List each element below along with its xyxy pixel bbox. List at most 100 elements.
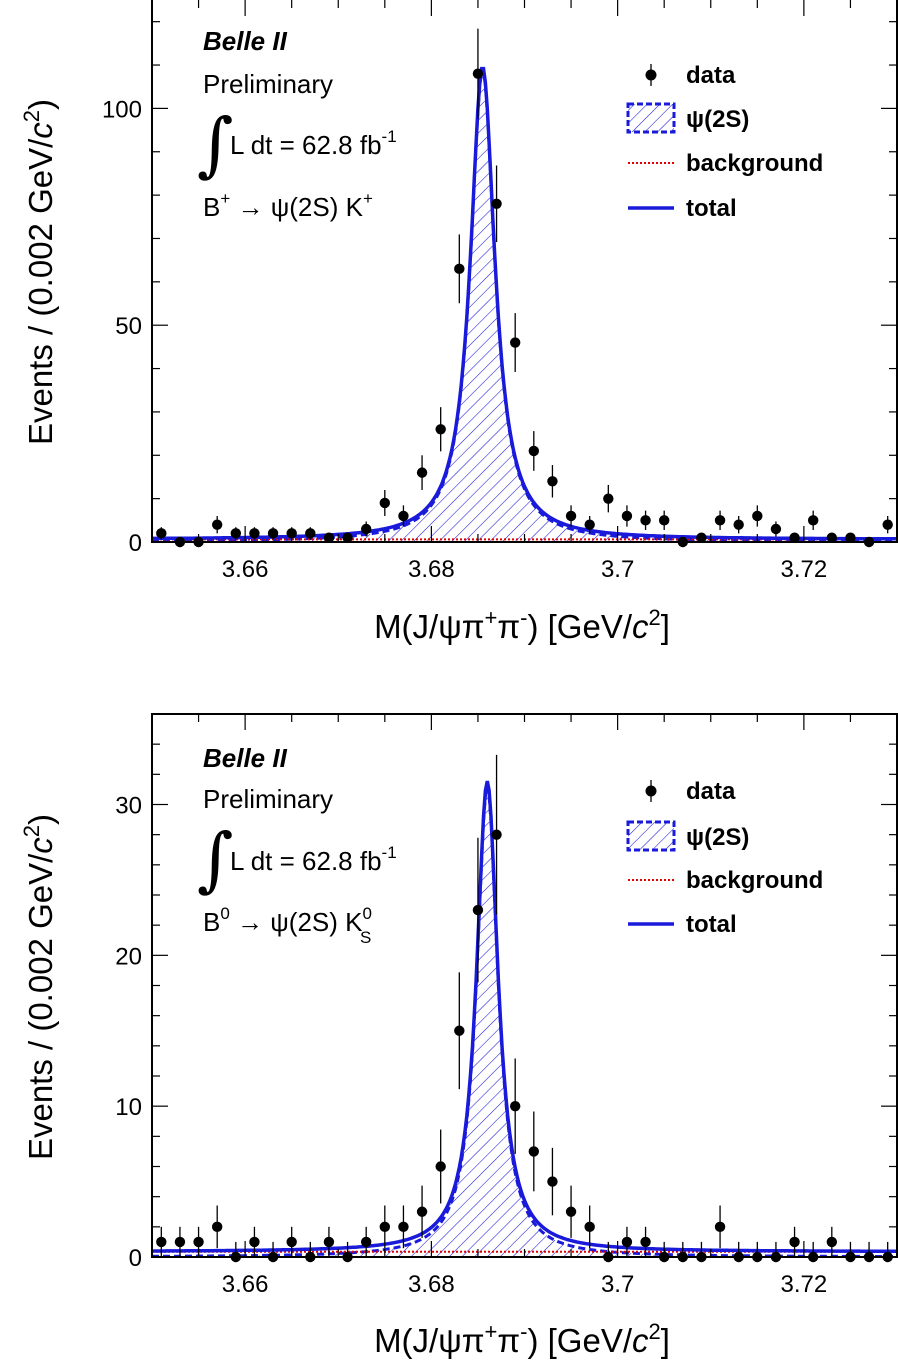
data-point bbox=[491, 198, 502, 209]
data-point bbox=[714, 1221, 726, 1233]
data-point bbox=[435, 424, 446, 435]
x-axis-title: M(J/ψπ+π-) [GeV/c2] bbox=[374, 605, 670, 645]
legend: data ψ(2S) background total bbox=[626, 62, 823, 222]
legend-entry-signal: ψ(2S) bbox=[686, 824, 749, 851]
data-point bbox=[528, 445, 540, 457]
data-point bbox=[305, 528, 316, 539]
y-tick-label: 0 bbox=[129, 1245, 142, 1272]
y-tick-label: 20 bbox=[115, 943, 142, 970]
integral-sign: ∫ bbox=[197, 103, 233, 185]
data-point bbox=[621, 510, 633, 522]
data-point bbox=[249, 1236, 260, 1248]
data-point bbox=[416, 467, 428, 478]
data-point bbox=[789, 532, 800, 543]
y-axis-title: Events / (0.002 GeV/c2) bbox=[19, 814, 59, 1160]
data-point bbox=[323, 1236, 335, 1248]
data-point bbox=[249, 528, 260, 539]
data-point bbox=[733, 519, 744, 530]
data-point bbox=[603, 493, 614, 504]
data-point bbox=[547, 1176, 558, 1187]
y-axis-title: Events / (0.002 GeV/c2) bbox=[19, 99, 59, 445]
legend-entry-total: total bbox=[686, 911, 737, 938]
data-point bbox=[807, 515, 819, 526]
luminosity-label: L dt = 62.8 fb-1 bbox=[230, 843, 397, 876]
legend-signal-swatch bbox=[626, 820, 676, 852]
data-point bbox=[286, 1236, 297, 1248]
decay-label: B+ → ψ(2S) K+ bbox=[203, 189, 373, 222]
data-point bbox=[696, 532, 707, 543]
x-tick-label: 3.66 bbox=[222, 1271, 269, 1298]
data-point bbox=[211, 519, 223, 530]
legend: data ψ(2S) background total bbox=[626, 778, 823, 938]
x-tick-label: 3.72 bbox=[781, 1271, 828, 1298]
x-axis-title: M(J/ψπ+π-) [GeV/c2] bbox=[374, 1319, 670, 1359]
chart-panel-charged: Events / (0.002 GeV/c2) 3.66 3.68 3.7 3.72 0… bbox=[19, 0, 898, 645]
data-point bbox=[342, 532, 353, 543]
data-point bbox=[658, 515, 670, 526]
data-point bbox=[826, 532, 838, 543]
annotation-block: Belle II Preliminary ∫ L dt = 62.8 fb-1 … bbox=[197, 26, 397, 222]
x-tick-label: 3.66 bbox=[222, 556, 269, 583]
plot-area: 3.66 3.68 3.7 3.72 0 50 100 bbox=[102, 0, 898, 583]
data-point bbox=[323, 532, 335, 543]
y-tick-label: 0 bbox=[129, 530, 142, 557]
legend-data-marker bbox=[645, 69, 657, 81]
data-point bbox=[267, 528, 279, 539]
data-point bbox=[509, 337, 521, 348]
x-tick-label: 3.72 bbox=[781, 556, 828, 583]
status-label: Preliminary bbox=[203, 784, 333, 814]
data-point bbox=[230, 528, 242, 539]
integral-sign: ∫ bbox=[197, 818, 233, 900]
data-point bbox=[752, 510, 763, 522]
svg-text:Events / (0.002 GeV/c2): Events / (0.002 GeV/c2) bbox=[19, 814, 59, 1160]
total-curve bbox=[152, 780, 897, 1253]
data-point bbox=[360, 523, 372, 535]
data-point bbox=[491, 829, 502, 840]
data-point bbox=[584, 1221, 595, 1233]
data-point bbox=[379, 497, 391, 509]
data-point bbox=[826, 1236, 838, 1248]
data-point bbox=[472, 68, 484, 79]
luminosity-label: L dt = 62.8 fb-1 bbox=[230, 127, 397, 160]
data-point bbox=[156, 528, 167, 539]
chart-panel-neutral: Events / (0.002 GeV/c2) 3.66 3.68 3.7 3.72 0… bbox=[19, 713, 898, 1359]
data-point bbox=[416, 1206, 428, 1217]
data-point bbox=[286, 528, 297, 539]
data-point bbox=[472, 904, 484, 916]
data-point bbox=[584, 519, 595, 530]
legend-signal-swatch bbox=[626, 102, 676, 134]
experiment-label: Belle II bbox=[203, 26, 288, 56]
data-point bbox=[714, 515, 726, 526]
data-point bbox=[156, 1236, 167, 1248]
x-tick-label: 3.7 bbox=[601, 556, 634, 583]
data-point bbox=[360, 1236, 372, 1248]
data-point bbox=[509, 1100, 521, 1112]
data-point bbox=[193, 1236, 204, 1248]
annotation-block: Belle II Preliminary ∫ L dt = 62.8 fb-1 … bbox=[197, 743, 397, 947]
y-tick-label: 50 bbox=[115, 313, 142, 340]
x-tick-label: 3.7 bbox=[601, 1271, 634, 1298]
x-tick-label: 3.68 bbox=[408, 1271, 455, 1298]
data-point bbox=[770, 523, 782, 535]
data-point bbox=[621, 1236, 633, 1248]
data-point bbox=[547, 476, 558, 487]
data-point bbox=[174, 1236, 186, 1248]
x-tick-label: 3.68 bbox=[408, 556, 455, 583]
data-point bbox=[211, 1221, 223, 1233]
y-tick-label: 30 bbox=[115, 793, 142, 820]
data-point bbox=[640, 1236, 651, 1248]
legend-entry-signal: ψ(2S) bbox=[686, 106, 749, 133]
experiment-label: Belle II bbox=[203, 743, 288, 773]
decay-label: B0 → ψ(2S) K0 S bbox=[203, 904, 372, 947]
data-point bbox=[565, 1206, 577, 1217]
status-label: Preliminary bbox=[203, 69, 333, 99]
legend-entry-total: total bbox=[686, 195, 737, 222]
data-point bbox=[789, 1236, 800, 1248]
legend-entry-background: background bbox=[686, 150, 823, 177]
data-point bbox=[565, 510, 577, 522]
data-point bbox=[454, 1025, 465, 1036]
svg-text:M(J/ψπ+π-) [GeV/c2]: M(J/ψπ+π-) [GeV/c2] bbox=[374, 1319, 670, 1359]
data-point bbox=[398, 1221, 409, 1233]
data-point bbox=[379, 1221, 391, 1233]
